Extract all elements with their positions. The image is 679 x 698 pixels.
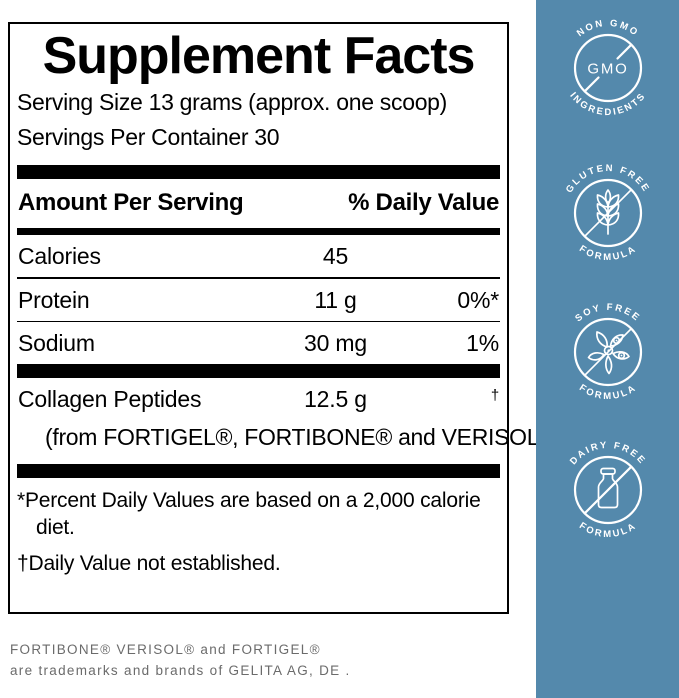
nutrient-dv-dagger: † [490,387,499,404]
servings-per-container-line: Servings Per Container 30 [17,124,280,150]
trademark-line-1: FORTIBONE® VERISOL® and FORTIGEL® [10,642,321,657]
header-amount-per-serving: Amount Per Serving [18,189,244,216]
table-row-protein: Protein 11 g 0%* [17,279,500,321]
supplement-facts-panel: Supplement Facts Serving Size 13 grams (… [8,22,564,614]
divider-thin [17,277,500,279]
table-header-row: Amount Per Serving % Daily Value [17,179,500,228]
divider-thick [17,364,500,378]
table-row-collagen-peptides: Collagen Peptides 12.5 g † [17,378,500,420]
nutrient-dv: 0%* [457,286,499,313]
badge-circle [573,178,642,248]
nutrient-name: Calories [18,243,101,269]
trademark-note: FORTIBONE® VERISOL® and FORTIGEL® are tr… [10,639,351,681]
nutrient-dv: 1% [466,330,499,356]
soy-icon [583,327,632,377]
serving-size-line: Serving Size 13 grams (approx. one scoop… [17,89,448,115]
nutrient-amount: 11 g [314,286,357,313]
nutrient-name: Protein [18,286,90,313]
divider-thick [17,165,500,179]
footnote-percent-daily-value: *Percent Daily Values are based on a 2,0… [17,489,481,539]
divider-medium [17,228,500,235]
nutrient-name: Collagen Peptides [18,386,202,412]
trademark-line-2: are trademarks and brands of GELITA AG, … [10,663,351,678]
badge-top-arc-label: SOY FREE [573,302,642,324]
nutrient-amount: 30 mg [303,330,367,356]
footnote-daily-value: †Daily Value not established. [17,552,281,575]
nutrient-amount: 12.5 g [304,386,367,412]
table-row-calories: Calories 45 [17,235,500,277]
gmo-center-text: GMO [587,61,628,78]
side-band: NON GMO INGREDIENTS GMO GLUTEN FREE FORM… [536,0,679,698]
divider-thick [17,464,500,478]
nutrient-amount: 45 [322,243,349,269]
gmo-icon: GMO [583,43,632,93]
wheat-icon [583,188,632,238]
badge-soy-free: SOY FREE FORMULA [573,302,642,402]
badge-top-arc-label: DAIRY FREE [567,440,647,467]
divider-thin [17,320,500,322]
badge-gluten-free: GLUTEN FREE FORMULA [563,163,649,263]
badge-dairy-free: DAIRY FREE FORMULA [567,440,647,540]
badge-circle [573,33,642,103]
milk-bottle-icon [583,465,632,515]
badge-circle [573,455,642,525]
table-row-sodium: Sodium 30 mg 1% [17,322,500,364]
badge-bottom-arc-label: INGREDIENTS [567,90,648,118]
panel-title: Supplement Facts [42,27,476,85]
badge-non-gmo: NON GMO INGREDIENTS GMO [567,18,648,118]
badge-circle [573,317,642,387]
collagen-source-line: (from FORTIGEL®, FORTIBONE® and VERISOL®… [45,424,564,450]
nutrient-name: Sodium [18,330,95,356]
header-daily-value: % Daily Value [348,189,499,216]
